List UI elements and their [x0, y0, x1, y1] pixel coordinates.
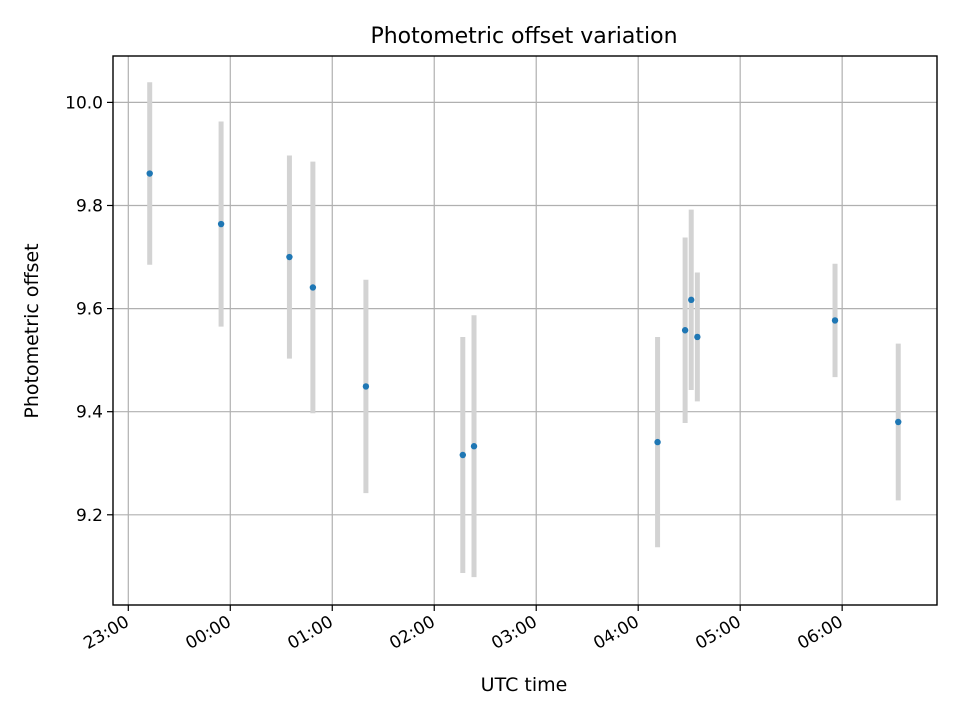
data-point: [146, 170, 153, 177]
data-point: [681, 327, 689, 334]
data-point: [362, 383, 370, 390]
y-tick-label: 9.6: [76, 300, 103, 320]
chart-title: Photometric offset variation: [370, 24, 677, 49]
y-tick-label: 9.2: [76, 506, 103, 526]
data-point: [309, 284, 317, 291]
x-tick-label: 02:00: [386, 612, 438, 654]
data-point: [694, 333, 701, 341]
data-point: [831, 317, 839, 324]
data-point: [688, 296, 695, 304]
x-axis-label: UTC time: [481, 674, 568, 696]
error-bars: [147, 82, 901, 578]
x-tick-label: 00:00: [182, 612, 234, 654]
data-point: [217, 220, 225, 228]
data-point: [470, 443, 478, 450]
y-tick-label: 10.0: [65, 93, 103, 113]
y-tick-label: 9.8: [76, 196, 103, 216]
plot-frame: [112, 55, 938, 606]
x-axis-ticks: 23:00 00:00 01:00 02:00 03:00 04:00 05:00 06:00: [80, 605, 847, 654]
x-tick-label: 05:00: [692, 612, 744, 654]
x-tick-label: 06:00: [794, 612, 846, 654]
x-tick-label: 04:00: [590, 612, 642, 654]
data-point: [286, 253, 293, 261]
x-tick-label: 23:00: [80, 612, 132, 654]
y-axis-ticks: 9.2 9.4 9.6 9.8 10.0: [65, 93, 113, 526]
y-tick-label: 9.4: [76, 403, 103, 423]
data-points: [146, 170, 902, 459]
data-point: [895, 418, 902, 426]
x-tick-label: 03:00: [488, 612, 540, 654]
data-point: [459, 451, 466, 459]
x-tick-label: 01:00: [284, 612, 336, 654]
y-axis-label: Photometric offset: [21, 243, 43, 418]
grid: [113, 56, 937, 605]
data-point: [654, 438, 661, 446]
